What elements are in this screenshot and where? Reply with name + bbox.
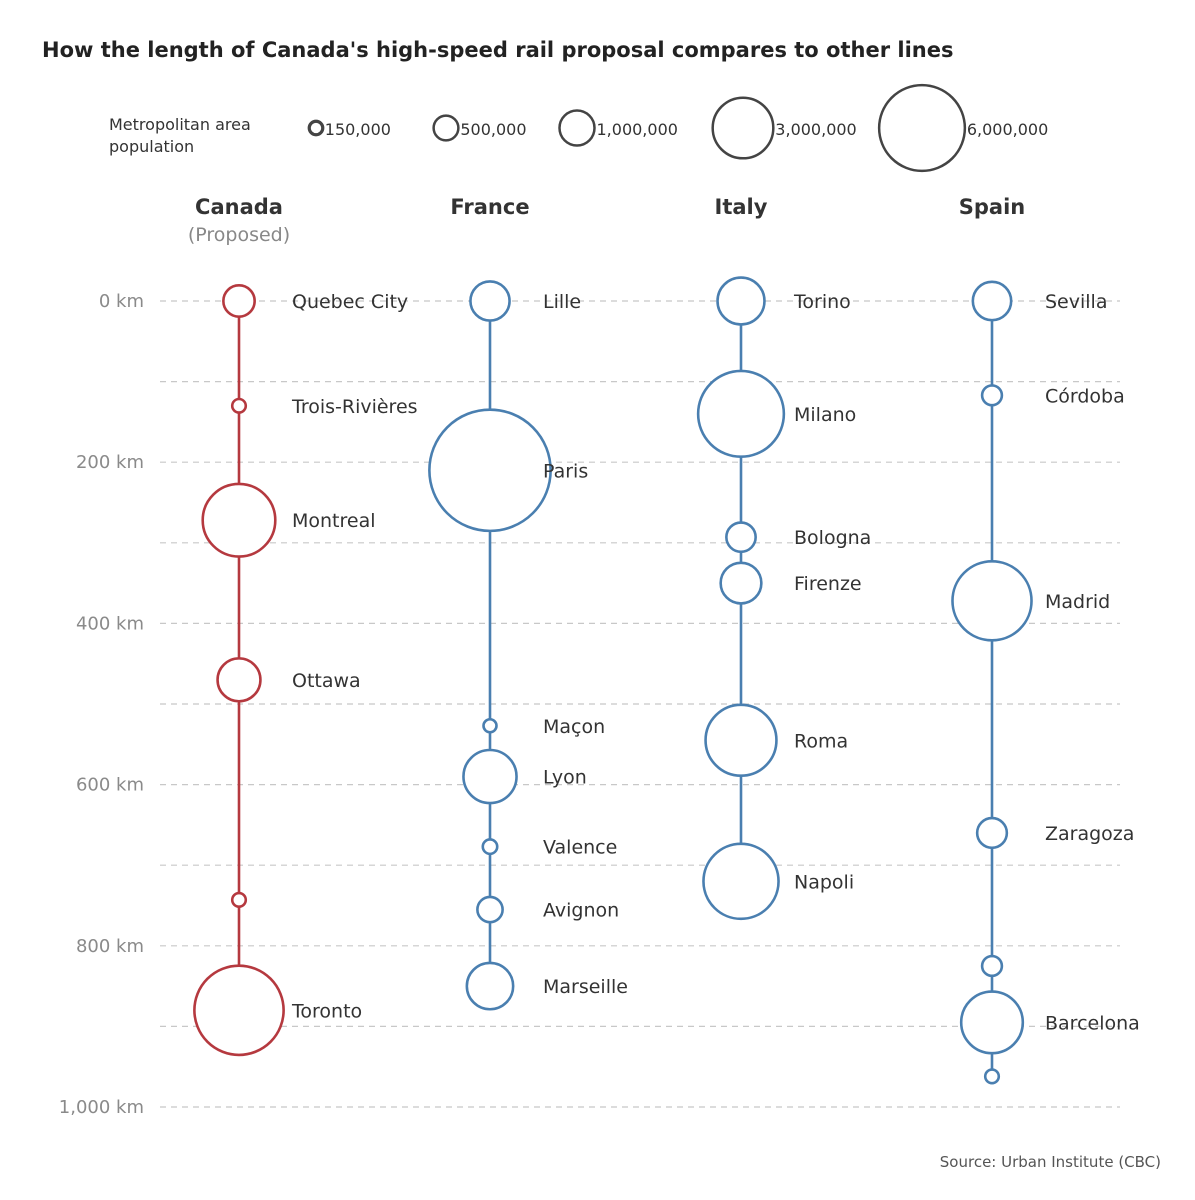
legend-label: 500,000 — [460, 120, 526, 139]
gridlines — [160, 300, 1120, 1108]
city-label: Montreal — [292, 510, 376, 532]
station-circle — [216, 657, 262, 703]
city-label: Sevilla — [1045, 291, 1107, 313]
chart-title: How the length of Canada's high-speed ra… — [42, 38, 954, 62]
station-circle — [725, 521, 757, 554]
station-circle — [980, 954, 1004, 978]
country-subtitle: (Proposed) — [188, 224, 290, 246]
station-circle — [469, 280, 511, 322]
city-label: Maçon — [543, 716, 605, 738]
city-label: Valence — [543, 837, 617, 859]
city-label: Paris — [543, 460, 588, 482]
y-axis: 0 km 200 km 400 km 600 km 800 km 1,000 km — [59, 291, 144, 1118]
station-circle — [428, 408, 552, 533]
legend-circle — [877, 83, 967, 173]
station-circle — [971, 280, 1013, 322]
station-circle — [481, 838, 499, 856]
legend-circle — [307, 119, 325, 137]
station-circle — [482, 717, 498, 734]
country-title: Canada — [195, 195, 283, 219]
legend-label: 150,000 — [325, 120, 391, 139]
rail-line-france: France Lille Paris Maçon Lyon Valence Avignon M… — [428, 195, 628, 1011]
station-circle — [702, 842, 780, 921]
legend-circle — [432, 114, 460, 142]
city-label: Córdoba — [1045, 385, 1125, 407]
y-tick-label: 400 km — [76, 613, 144, 634]
city-label: Quebec City — [292, 291, 408, 313]
city-label: Bologna — [794, 527, 871, 549]
city-label: Firenze — [794, 573, 862, 595]
city-label: Ottawa — [292, 670, 361, 692]
city-label: Milano — [794, 404, 856, 426]
legend-circle — [558, 109, 596, 147]
city-label: Avignon — [543, 900, 619, 922]
legend-label: 3,000,000 — [775, 120, 856, 139]
city-label: Lille — [543, 291, 581, 313]
city-label: Madrid — [1045, 591, 1110, 613]
y-tick-label: 0 km — [99, 291, 144, 312]
city-label: Lyon — [543, 767, 587, 789]
city-label: Zaragoza — [1045, 823, 1134, 845]
station-circle — [462, 748, 518, 805]
size-legend: Metropolitan area population 150,000 500,00… — [109, 83, 1048, 173]
y-tick-label: 1,000 km — [59, 1097, 144, 1118]
station-circle — [222, 284, 256, 318]
station-circle — [980, 384, 1004, 407]
legend-title: population — [109, 137, 194, 156]
station-circle — [696, 369, 786, 459]
station-circle — [465, 961, 515, 1011]
legend-label: 6,000,000 — [967, 120, 1048, 139]
station-circle — [716, 276, 766, 326]
city-label: Marseille — [543, 976, 628, 998]
city-label: Toronto — [291, 1000, 362, 1022]
legend-label: 1,000,000 — [597, 120, 678, 139]
station-circle — [951, 560, 1033, 642]
station-circle — [201, 482, 277, 558]
city-label: Barcelona — [1045, 1012, 1140, 1034]
station-circle — [975, 816, 1009, 850]
rail-line-spain: Spain Sevilla Córdoba Madrid Zaragoza Barcelo… — [951, 195, 1140, 1085]
city-label: Roma — [794, 730, 848, 752]
city-label: Torino — [793, 291, 851, 313]
station-circle — [193, 964, 285, 1057]
country-title: Italy — [715, 195, 768, 219]
rail-line-italy: Italy Torino Milano Bologna Firenze Roma Napol… — [696, 195, 871, 921]
station-circle — [230, 397, 248, 414]
source-note: Source: Urban Institute (CBC) — [939, 1153, 1161, 1171]
station-circle — [230, 891, 248, 908]
rail-lines: Canada (Proposed) Quebec City Trois-Rivière… — [188, 195, 1140, 1085]
rail-line-canada: Canada (Proposed) Quebec City Trois-Rivière… — [188, 195, 418, 1057]
y-tick-label: 600 km — [76, 775, 144, 796]
country-title: Spain — [959, 195, 1025, 219]
station-circle — [704, 703, 778, 778]
legend-title: Metropolitan area — [109, 115, 251, 134]
y-tick-label: 200 km — [76, 452, 144, 473]
legend-circle — [711, 96, 775, 160]
city-label: Napoli — [794, 871, 854, 893]
station-circle — [476, 895, 504, 924]
station-circle — [959, 990, 1025, 1055]
country-title: France — [450, 195, 529, 219]
y-tick-label: 800 km — [76, 936, 144, 957]
station-circle — [719, 561, 763, 605]
station-circle — [983, 1068, 1001, 1085]
city-label: Trois-Rivières — [291, 396, 418, 418]
